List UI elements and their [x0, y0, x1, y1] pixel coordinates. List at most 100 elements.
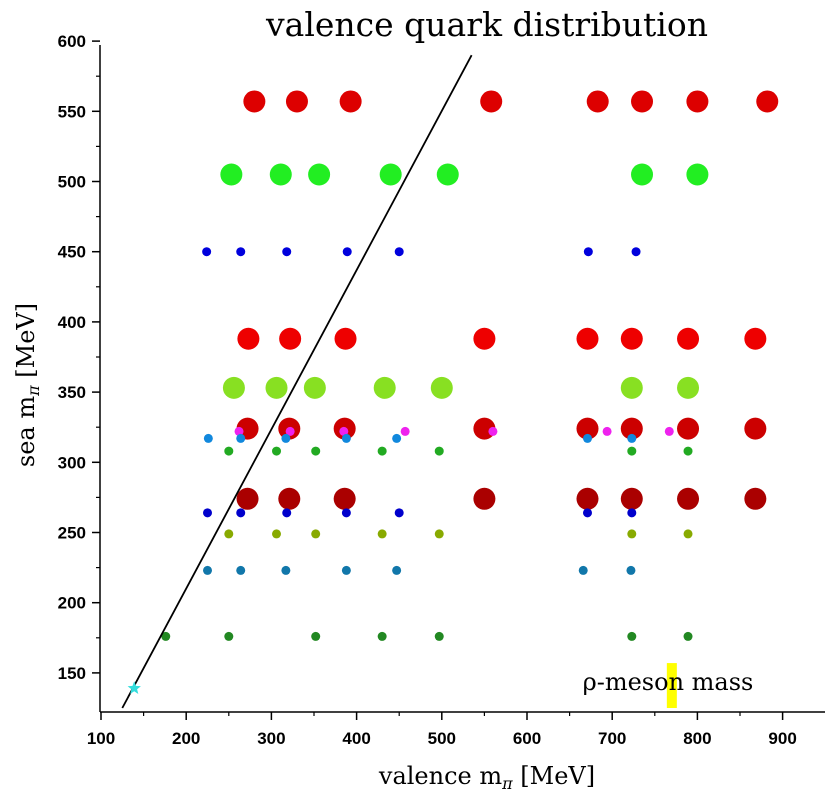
data-point	[473, 487, 496, 510]
data-point	[602, 426, 612, 436]
data-point	[224, 529, 234, 539]
y-tick-label: 500	[58, 173, 86, 192]
data-point	[756, 90, 779, 113]
data-point	[627, 529, 637, 539]
data-point	[333, 487, 356, 510]
data-point	[203, 433, 213, 443]
y-tick-label: 250	[58, 524, 86, 543]
data-point	[686, 163, 709, 186]
data-point	[620, 417, 643, 440]
data-point	[434, 529, 444, 539]
chart-marks	[121, 54, 779, 709]
data-point	[576, 327, 599, 350]
x-tick-label: 200	[172, 729, 200, 748]
data-point	[683, 446, 693, 456]
data-point	[236, 508, 246, 518]
data-point	[236, 487, 259, 510]
data-point	[620, 487, 643, 510]
data-point	[243, 90, 266, 113]
physical-point-star	[127, 681, 141, 694]
data-point	[311, 446, 321, 456]
data-point	[394, 247, 404, 257]
data-point	[631, 247, 641, 257]
data-point	[677, 327, 700, 350]
data-point	[620, 327, 643, 350]
data-point	[341, 433, 351, 443]
data-point	[582, 508, 592, 518]
data-point	[480, 90, 503, 113]
data-point	[434, 446, 444, 456]
data-point	[683, 631, 693, 641]
data-point	[434, 631, 444, 641]
data-point	[430, 376, 453, 399]
rho-meson-mass-label: ρ-meson mass	[583, 668, 754, 696]
x-tick-label: 900	[768, 729, 796, 748]
y-axis-title: sea mπ [MeV]	[12, 303, 43, 467]
data-point	[744, 417, 767, 440]
data-point	[272, 529, 282, 539]
rho-meson-bar	[666, 663, 677, 708]
data-point	[582, 433, 592, 443]
x-axis-title: valence mπ [MeV]	[378, 762, 595, 793]
data-point	[282, 247, 292, 257]
y-tick-label: 150	[58, 664, 86, 683]
data-point	[683, 529, 693, 539]
data-point	[222, 376, 245, 399]
data-point	[400, 426, 410, 436]
data-point	[392, 565, 402, 575]
data-point	[677, 417, 700, 440]
data-point	[686, 90, 709, 113]
data-point	[278, 487, 301, 510]
data-point	[341, 508, 351, 518]
data-point	[394, 508, 404, 518]
data-point	[620, 376, 643, 399]
data-point	[377, 446, 387, 456]
data-point	[473, 327, 496, 350]
y-tick-label: 550	[58, 102, 86, 121]
data-point	[220, 163, 243, 186]
data-point	[311, 631, 321, 641]
data-point	[161, 631, 171, 641]
x-tick-label: 600	[513, 729, 541, 748]
data-point	[392, 433, 402, 443]
data-point	[586, 90, 609, 113]
chart-title: valence quark distribution	[265, 5, 708, 44]
data-point	[576, 417, 599, 440]
data-point	[285, 426, 295, 436]
data-point	[224, 446, 234, 456]
data-point	[339, 426, 349, 436]
data-point	[311, 529, 321, 539]
data-point	[236, 565, 246, 575]
data-point	[281, 565, 291, 575]
x-tick-label: 100	[87, 729, 115, 748]
data-point	[234, 426, 244, 436]
data-point	[627, 631, 637, 641]
data-point	[224, 631, 234, 641]
data-point	[488, 426, 498, 436]
data-point	[236, 433, 246, 443]
data-point	[744, 327, 767, 350]
y-tick-label: 350	[58, 383, 86, 402]
data-point	[334, 327, 357, 350]
chart-axes: 100 200 300 400 500 600 700 800 900 150 200 250 300 3…	[58, 32, 825, 748]
data-point	[308, 163, 331, 186]
data-point	[339, 90, 362, 113]
data-point	[631, 163, 654, 186]
data-point	[677, 487, 700, 510]
data-point	[342, 247, 352, 257]
data-point	[303, 376, 326, 399]
y-tick-label: 200	[58, 594, 86, 613]
data-point	[627, 508, 637, 518]
y-tick-label: 400	[58, 313, 86, 332]
x-tick-label: 300	[257, 729, 285, 748]
data-point	[373, 376, 396, 399]
y-tick-label: 300	[58, 453, 86, 472]
data-point	[744, 487, 767, 510]
data-point	[626, 565, 636, 575]
data-point	[578, 565, 588, 575]
data-point	[203, 508, 212, 518]
data-point	[202, 247, 212, 257]
data-point	[203, 565, 212, 575]
data-point	[236, 247, 246, 257]
